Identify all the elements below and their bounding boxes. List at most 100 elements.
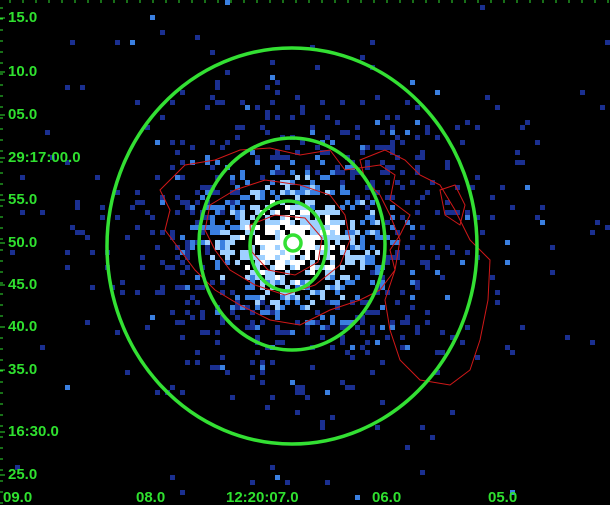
pixel xyxy=(375,235,380,240)
pixel xyxy=(240,170,245,175)
pixel xyxy=(325,210,330,215)
pixel xyxy=(235,225,240,230)
pixel xyxy=(355,295,360,300)
pixel xyxy=(495,105,500,110)
pixel xyxy=(275,310,280,315)
pixel xyxy=(280,295,285,300)
pixel xyxy=(535,140,540,145)
pixel xyxy=(260,250,265,255)
pixel xyxy=(445,295,450,300)
pixel xyxy=(490,275,495,280)
pixel xyxy=(180,390,185,395)
pixel xyxy=(215,210,220,215)
pixel xyxy=(370,330,375,335)
pixel xyxy=(300,260,305,265)
pixel xyxy=(200,330,205,335)
pixel xyxy=(300,220,305,225)
pixel xyxy=(140,200,145,205)
pixel xyxy=(125,235,130,240)
pixel xyxy=(190,145,195,150)
pixel xyxy=(260,245,265,250)
pixel xyxy=(505,260,510,265)
pixel xyxy=(325,480,330,485)
pixel xyxy=(285,260,290,265)
pixel xyxy=(190,295,195,300)
pixel xyxy=(425,265,430,270)
pixel xyxy=(325,225,330,230)
pixel xyxy=(370,370,375,375)
pixel xyxy=(275,315,280,320)
pixel xyxy=(315,145,320,150)
pixel xyxy=(405,345,410,350)
pixel xyxy=(300,390,305,395)
pixel xyxy=(265,270,270,275)
y-axis-label: 15.0 xyxy=(8,9,37,26)
pixel xyxy=(230,235,235,240)
pixel xyxy=(305,190,310,195)
pixel xyxy=(250,360,255,365)
pixel xyxy=(280,220,285,225)
pixel xyxy=(255,105,260,110)
pixel xyxy=(370,255,375,260)
pixel xyxy=(350,260,355,265)
pixel xyxy=(195,360,200,365)
pixel xyxy=(280,275,285,280)
pixel xyxy=(350,385,355,390)
pixel xyxy=(310,320,315,325)
pixel xyxy=(225,250,230,255)
pixel xyxy=(240,215,245,220)
pixel xyxy=(475,175,480,180)
pixel xyxy=(365,340,370,345)
pixel xyxy=(310,190,315,195)
pixel xyxy=(310,125,315,130)
pixel xyxy=(590,230,595,235)
pixel xyxy=(175,255,180,260)
pixel xyxy=(305,165,310,170)
pixel xyxy=(210,205,215,210)
pixel xyxy=(445,165,450,170)
pixel xyxy=(255,300,260,305)
pixel xyxy=(365,160,370,165)
pixel xyxy=(275,250,280,255)
pixel xyxy=(275,235,280,240)
pixel xyxy=(40,345,45,350)
pixel xyxy=(270,75,275,80)
pixel xyxy=(275,195,280,200)
pixel xyxy=(215,245,220,250)
pixel xyxy=(205,185,210,190)
pixel xyxy=(240,235,245,240)
y-axis-label: 45.0 xyxy=(8,276,37,293)
pixel xyxy=(345,320,350,325)
pixel xyxy=(185,360,190,365)
pixel xyxy=(290,280,295,285)
pixel xyxy=(320,420,325,425)
pixel xyxy=(445,160,450,165)
pixel xyxy=(375,270,380,275)
pixel xyxy=(270,220,275,225)
pixel xyxy=(390,145,395,150)
pixel xyxy=(140,265,145,270)
pixel xyxy=(300,305,305,310)
pixel xyxy=(355,135,360,140)
pixel xyxy=(205,105,210,110)
pixel xyxy=(505,240,510,245)
pixel xyxy=(465,120,470,125)
pixel xyxy=(385,180,390,185)
pixel xyxy=(420,225,425,230)
pixel xyxy=(190,240,195,245)
pixel xyxy=(285,300,290,305)
pixel xyxy=(320,100,325,105)
pixel xyxy=(240,205,245,210)
pixel xyxy=(325,175,330,180)
pixel xyxy=(320,295,325,300)
pixel xyxy=(255,190,260,195)
pixel xyxy=(595,220,600,225)
pixel xyxy=(280,230,285,235)
pixel xyxy=(405,100,410,105)
pixel xyxy=(295,195,300,200)
pixel xyxy=(415,105,420,110)
pixel xyxy=(160,30,165,35)
pixel xyxy=(200,285,205,290)
pixel xyxy=(515,150,520,155)
pixel xyxy=(390,165,395,170)
